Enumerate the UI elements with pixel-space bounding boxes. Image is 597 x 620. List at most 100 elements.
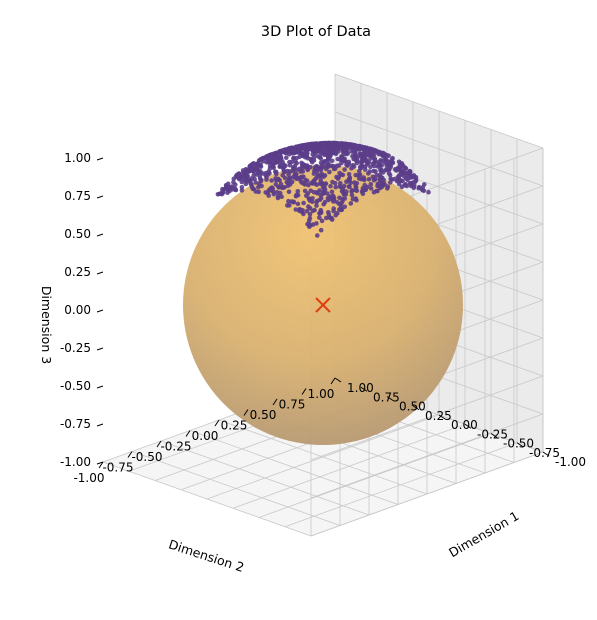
data-point [375, 188, 380, 194]
grid-line [218, 419, 428, 495]
data-points [215, 140, 431, 238]
data-point [296, 148, 301, 153]
data-point [274, 178, 279, 183]
data-point [307, 215, 313, 221]
y-tick-label: -0.75 [102, 461, 133, 475]
data-point [319, 181, 324, 187]
data-point [310, 222, 316, 227]
y-tick [330, 377, 336, 385]
y-tick-label: 1.00 [308, 387, 335, 401]
data-point [270, 154, 276, 159]
data-point [364, 162, 370, 167]
data-point [291, 165, 296, 170]
center-marker-stroke [315, 297, 331, 313]
y-tick-label: -0.25 [160, 440, 191, 454]
data-point [252, 176, 257, 182]
data-point [319, 218, 325, 224]
data-point [332, 181, 338, 186]
data-point [293, 207, 299, 212]
z-tick [96, 195, 104, 199]
data-point [255, 161, 261, 166]
data-point [241, 177, 246, 182]
y-tick-label: -0.50 [131, 450, 162, 464]
tick-marks: -1.00-0.75-0.50-0.250.000.250.500.751.00… [60, 151, 586, 485]
data-point [390, 155, 395, 161]
data-point [290, 148, 295, 153]
y-tick [214, 419, 220, 427]
data-point [366, 177, 372, 182]
data-point [396, 159, 402, 165]
data-point [294, 167, 299, 173]
data-point [338, 180, 343, 186]
z-tick [96, 385, 104, 389]
y-tick [98, 461, 104, 469]
data-point [333, 140, 339, 146]
z-tick-label: 0.25 [64, 265, 91, 279]
data-point [344, 162, 349, 168]
x-tick-label: -1.00 [555, 455, 586, 469]
data-point [404, 183, 410, 189]
data-point [353, 172, 359, 178]
y-tick-label: 0.50 [250, 408, 277, 422]
data-point [275, 195, 281, 201]
data-point [310, 208, 316, 214]
y-tick-label: 0.75 [279, 398, 306, 412]
data-point [329, 158, 335, 164]
data-point [395, 165, 401, 171]
data-point [360, 163, 365, 169]
data-point [377, 185, 383, 190]
data-point [259, 156, 264, 162]
x-tick-label: -0.50 [503, 437, 534, 451]
data-point [295, 189, 301, 194]
data-point [248, 179, 253, 184]
data-point [249, 167, 255, 172]
data-point [311, 171, 317, 176]
z-tick [96, 309, 104, 313]
data-point [266, 159, 271, 165]
data-point [295, 201, 301, 207]
data-point [318, 177, 324, 183]
data-point [296, 144, 301, 149]
data-point [269, 178, 274, 183]
grid-line [334, 73, 544, 149]
data-point [343, 147, 349, 153]
data-point [337, 195, 342, 201]
y-tick-label: 0.25 [221, 419, 248, 433]
z-tick [96, 271, 104, 275]
x-tick [334, 377, 342, 383]
data-point [302, 162, 308, 168]
data-point [362, 167, 368, 172]
data-point [267, 163, 273, 169]
x-tick-label: 0.50 [399, 400, 426, 414]
x-axis-label: Dimension 1 [446, 508, 521, 560]
data-point [352, 180, 357, 185]
data-point [311, 154, 317, 160]
data-point [351, 143, 357, 149]
data-point [324, 215, 329, 221]
data-point [302, 182, 308, 187]
y-tick [156, 440, 162, 448]
data-point [346, 184, 352, 189]
data-point [343, 192, 349, 197]
data-point [301, 174, 306, 179]
data-point [315, 233, 320, 238]
data-point [348, 201, 354, 206]
data-point [380, 158, 386, 164]
data-point [349, 189, 354, 194]
data-point [378, 168, 384, 173]
data-point [287, 177, 292, 182]
z-tick-label: 0.75 [64, 189, 91, 203]
grid-line [334, 111, 544, 187]
data-point [416, 185, 422, 191]
data-point [282, 147, 287, 153]
data-point [284, 155, 289, 160]
y-tick-label: 0.00 [192, 429, 219, 443]
data-point [304, 153, 309, 158]
data-point [346, 171, 352, 177]
data-point [265, 190, 271, 196]
data-point [307, 212, 313, 217]
data-point [350, 196, 356, 202]
data-point [328, 146, 333, 151]
